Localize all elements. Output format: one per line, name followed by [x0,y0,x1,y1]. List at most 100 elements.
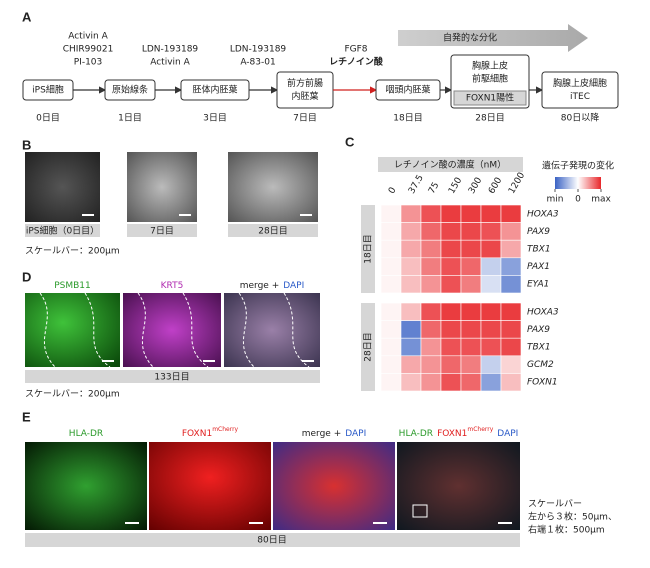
scale-note: スケールバー：200μm [25,246,120,257]
boundary [137,292,209,368]
scale-note: スケールバー：200μm [25,389,120,400]
heat-cell [400,222,422,241]
factor: Activin A [150,58,190,68]
heat-cell [460,355,482,374]
micrograph [228,152,318,222]
gene-label: PAX9 [527,325,550,335]
gene-label: GCM2 [527,360,554,370]
channel-name: HLA-DR [399,429,433,439]
channel-name: DAPI [497,429,518,439]
gene-label: HOXA3 [527,307,559,317]
column-label: 37.5 [407,173,426,195]
stage-day: 0日目 [36,113,60,124]
heat-cell [500,257,522,276]
heat-cell [420,239,442,259]
stage-name: 原始線条 [112,84,148,96]
heat-cell [480,257,502,276]
marker-box [453,90,527,106]
heat-cell [460,222,482,241]
heat-cell [500,320,522,339]
heat-cell [480,337,502,357]
heat-cell [420,275,442,294]
micrograph [273,442,395,530]
heat-cell [440,275,462,294]
column-label: 0 [387,186,399,196]
stage-name: iTEC [570,92,590,102]
label-bar [127,224,197,237]
heat-cell [380,337,402,357]
micrograph [224,293,320,367]
heat-cell [440,302,462,321]
gene-label: TBX1 [527,343,551,353]
scale-note: スケールバー [528,499,582,510]
stage-day: 18日目 [393,113,422,124]
column-label: 150 [447,176,464,196]
arrow-label: 自発的な分化 [443,32,497,44]
factor: Activin A [68,32,108,42]
channel-title: HLA-DR [69,429,103,439]
panel-label: C [345,134,355,149]
heat-cell [400,355,422,374]
heat-cell [420,222,442,241]
heat-cell [480,302,502,321]
gene-label: FOXN1 [527,378,558,388]
channel-title: merge + DAPI [240,281,305,291]
heat-cell [500,355,522,374]
scale-bar [102,360,114,362]
heat-cell [400,239,422,259]
heat-cell [420,302,442,321]
legend-title: 遺伝子発現の変化 [542,160,614,172]
heat-cell [500,302,522,321]
heat-cell [480,275,502,294]
channel-name: DAPI [345,429,366,439]
heat-cell [460,337,482,357]
header-bar [378,157,523,172]
group-label: 28日目 [363,332,374,361]
heat-cell [460,275,482,294]
channel-title: FOXN1mCherry​ [182,426,239,439]
stage-box [541,71,619,109]
image-label: iPS細胞（0日目） [26,225,99,237]
scale-note: 右端１枚：500μm [528,524,605,536]
scale-bar [249,522,263,524]
scale-bar [302,360,314,362]
heat-cell [480,320,502,339]
heat-cell [460,239,482,259]
scale-note: 左から３枚：50μm、 [528,511,617,523]
scale-bar [300,214,312,216]
column-label: 75 [427,181,441,196]
micrograph [25,293,120,367]
heat-cell [440,320,462,339]
heat-cell [420,257,442,276]
heat-cell [440,337,462,357]
heat-cell [460,320,482,339]
stage-name: 胸腺上皮 [472,60,508,72]
heat-cell [460,204,482,223]
channel-name: FOXN1 [182,429,212,439]
group-bar [361,205,375,293]
stage-name: 前駆細胞 [472,73,508,85]
micrograph [123,293,221,367]
gene-label: EYA1 [527,280,549,290]
boundary [238,292,310,368]
micrograph [127,152,197,222]
factor: LDN-193189 [142,45,199,55]
heat-cell [500,204,522,223]
scale-bar [203,360,215,362]
panel-label: A [22,9,32,24]
scale-bar [125,522,139,524]
channel-sup: mCherry [212,426,238,433]
gene-label: HOXA3 [527,209,559,219]
image-label: 28日目 [258,226,287,237]
heat-cell [500,239,522,259]
micrograph [25,442,147,530]
heat-cell [480,239,502,259]
stage-name: 胸腺上皮細胞 [553,77,607,89]
stage-day: 3日目 [203,113,227,124]
scale-bar [179,214,191,216]
scale-bar [82,214,94,216]
micrograph [25,152,100,222]
channel-name: FOXN1 [437,429,467,439]
